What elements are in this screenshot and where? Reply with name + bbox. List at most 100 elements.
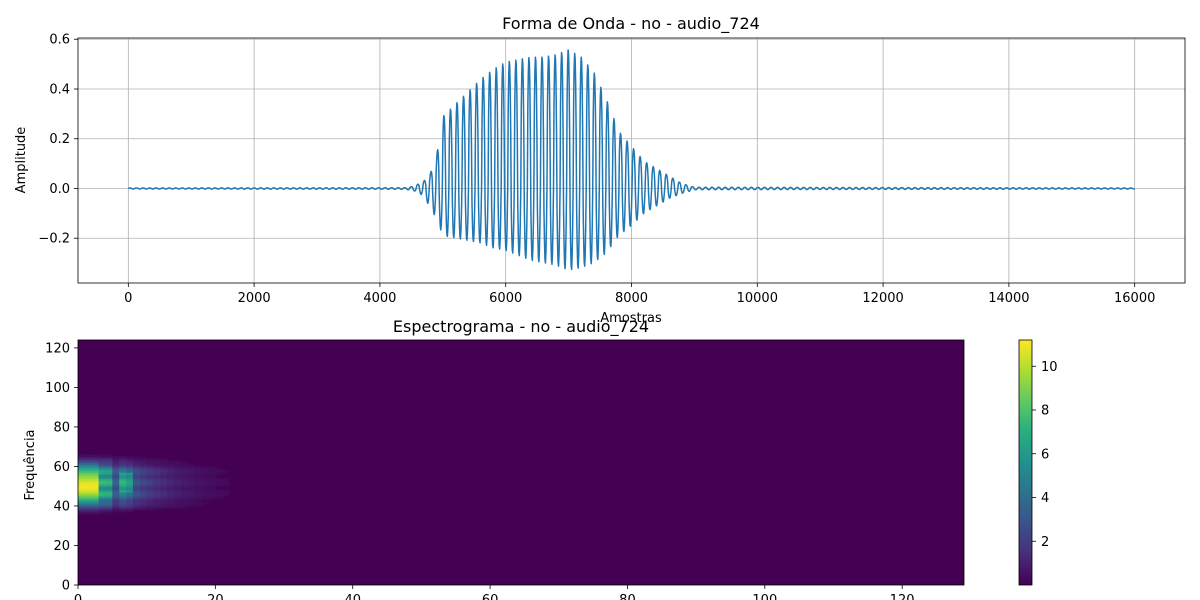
spectrogram-cell (91, 456, 100, 459)
spectrogram-cell (181, 500, 189, 503)
spectrogram-x-tick-label: 0 (74, 593, 82, 600)
spectrogram-cell (84, 460, 93, 463)
spectrogram-cell (208, 478, 216, 481)
spectrogram-cell (98, 500, 106, 503)
spectrogram-cell (126, 468, 134, 471)
spectrogram-cell (153, 486, 161, 489)
spectrogram-cell (105, 498, 113, 501)
spectrogram-cell (105, 480, 113, 483)
spectrogram-x-tick-label: 120 (890, 593, 915, 600)
spectrogram-cell (139, 500, 148, 503)
spectrogram-cell (139, 456, 148, 459)
spectrogram-cell (160, 492, 168, 495)
spectrogram-cell (132, 505, 141, 509)
spectrogram-cell (146, 502, 154, 505)
spectrogram-cell (174, 478, 182, 481)
spectrogram-cell (174, 460, 182, 463)
spectrogram-cell (146, 476, 154, 479)
spectrogram-cell (112, 480, 120, 483)
spectrogram-cell (84, 466, 93, 469)
spectrogram-cell (153, 492, 161, 495)
spectrogram-cell (119, 470, 127, 473)
spectrogram-cell (132, 496, 141, 499)
spectrogram-cell (215, 492, 223, 495)
spectrogram-cell (126, 507, 134, 511)
spectrogram-cell (91, 470, 100, 473)
spectrogram-cell (174, 468, 182, 471)
spectrogram-cell (112, 507, 120, 511)
spectrogram-cell (98, 490, 106, 493)
spectrogram-cell (187, 484, 196, 487)
spectrogram-cell (84, 474, 93, 477)
spectrogram-cell (112, 494, 120, 497)
spectrogram-cell (201, 486, 209, 489)
spectrogram-cell (194, 472, 203, 475)
spectrogram-cell (132, 490, 141, 493)
spectrogram-cell (132, 484, 141, 487)
spectrogram-cell (187, 502, 196, 505)
spectrogram-cell (215, 484, 223, 487)
spectrogram-cell (132, 458, 141, 461)
spectrogram-cell (187, 468, 196, 471)
spectrogram-cell (84, 454, 93, 457)
spectrogram-cell (153, 468, 161, 471)
spectrogram-cell (153, 507, 161, 511)
spectrogram-cell (146, 478, 154, 481)
spectrogram-cell (98, 484, 106, 487)
spectrogram-cell (98, 505, 106, 509)
spectrogram-cell (112, 486, 120, 489)
spectrogram-cell (208, 490, 216, 493)
spectrogram-cell (84, 490, 93, 493)
spectrogram-cell (174, 492, 182, 495)
spectrogram-cell (119, 460, 127, 463)
spectrogram-cell (132, 494, 141, 497)
spectrogram-cell (78, 474, 86, 477)
spectrogram-cell (78, 509, 86, 513)
spectrogram-cell (222, 482, 230, 485)
spectrogram-cell (84, 480, 93, 483)
spectrogram-cell (105, 500, 113, 503)
spectrogram-cell (153, 488, 161, 491)
spectrogram-cell (222, 470, 230, 473)
spectrogram-cell (126, 503, 134, 507)
spectrogram-cell (84, 486, 93, 489)
spectrogram-cell (146, 460, 154, 463)
spectrogram-cell (132, 476, 141, 479)
spectrogram-cell (91, 509, 100, 513)
spectrogram-cell (105, 468, 113, 471)
spectrogram-cell (91, 458, 100, 461)
spectrogram-cell (167, 462, 175, 465)
spectrogram-cell (222, 480, 230, 483)
spectrogram-cell (78, 456, 86, 459)
spectrogram-cell (119, 488, 127, 491)
spectrogram-cell (105, 466, 113, 469)
spectrogram-cell (78, 490, 86, 493)
spectrogram-cell (222, 492, 230, 495)
spectrogram-cell (160, 470, 168, 473)
spectrogram-cell (160, 496, 168, 499)
spectrogram-cell (98, 454, 106, 457)
colorbar-tick-label: 8 (1041, 404, 1049, 419)
spectrogram-cell (201, 484, 209, 487)
spectrogram-cell (132, 498, 141, 501)
spectrogram-cell (160, 482, 168, 485)
spectrogram-cell (78, 488, 86, 491)
spectrogram-cell (139, 478, 148, 481)
spectrogram-cell (160, 505, 168, 509)
spectrogram-cell (112, 476, 120, 479)
spectrogram-cell (91, 482, 100, 485)
spectrogram-cell (187, 474, 196, 477)
spectrogram-cell (119, 468, 127, 471)
spectrogram-cell (78, 458, 86, 461)
spectrogram-cell (139, 498, 148, 501)
spectrogram-cell (146, 480, 154, 483)
spectrogram-cell (78, 492, 86, 495)
spectrogram-cell (112, 460, 120, 463)
waveform-y-tick-label: 0.4 (49, 82, 70, 97)
spectrogram-cell (91, 492, 100, 495)
spectrogram-cell (126, 482, 134, 485)
spectrogram-cell (78, 472, 86, 475)
spectrogram-cell (119, 476, 127, 479)
waveform-y-tick-label: −0.2 (38, 232, 70, 247)
colorbar-tick-label: 6 (1041, 447, 1049, 462)
